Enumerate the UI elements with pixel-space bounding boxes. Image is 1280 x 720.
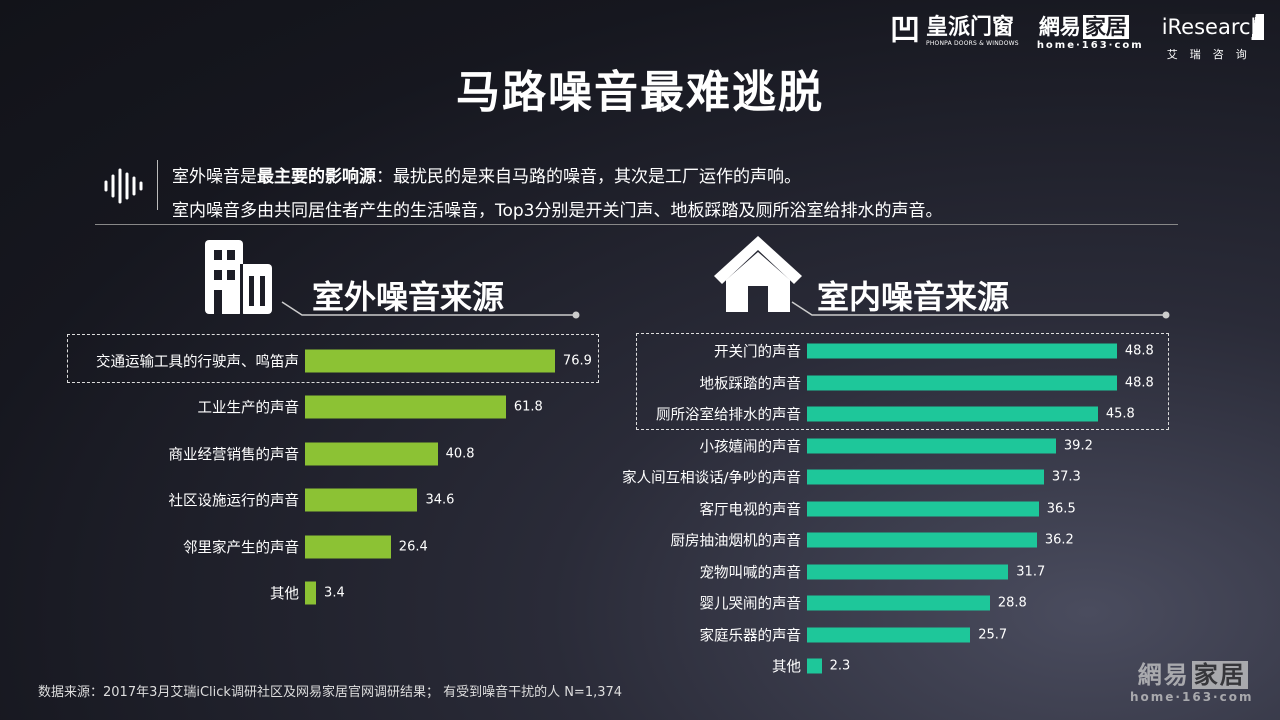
intro-line1-a: 室外噪音是 bbox=[172, 167, 257, 187]
bar-label: 其他 bbox=[772, 659, 801, 676]
bar bbox=[305, 488, 418, 512]
outdoor-highlight-box bbox=[67, 334, 599, 383]
watermark: 網易 家居 home·163·com bbox=[1130, 655, 1253, 704]
bar bbox=[807, 627, 971, 642]
logos: 凹 皇派门窗 PHONPA DOORS & WINDOWS 網易 家居 home·1… bbox=[890, 14, 1264, 62]
divider bbox=[157, 160, 158, 210]
bar-value: 34.6 bbox=[425, 492, 455, 508]
bar bbox=[807, 469, 1044, 485]
iresearch-logo: iResearch 艾瑞咨询 bbox=[1161, 14, 1264, 62]
bar-label: 家庭乐器的声音 bbox=[699, 628, 802, 644]
watermark-en: home·163·com bbox=[1130, 690, 1254, 704]
bar-value: 61.8 bbox=[513, 399, 543, 415]
house-icon bbox=[714, 236, 802, 312]
bar-value: 25.7 bbox=[978, 627, 1008, 642]
bar-value: 36.2 bbox=[1044, 532, 1074, 548]
intro-line2: 室内噪音多由共同居住者产生的生活噪音，Top3分别是开关门声、地板踩踏及厕所浴室… bbox=[172, 201, 943, 221]
watermark-cn-b: 家居 bbox=[1191, 661, 1248, 689]
bar-value: 2.3 bbox=[829, 658, 851, 674]
bar-label: 其他 bbox=[270, 586, 299, 603]
source-note: 数据来源：2017年3月艾瑞iClick调研社区及网易家居官网调研结果； 有受到… bbox=[38, 685, 623, 700]
netease-cn-b: 家居 bbox=[1082, 15, 1129, 39]
bar bbox=[807, 658, 822, 674]
bar-label: 家人间互相谈话/争吵的声音 bbox=[622, 470, 801, 487]
bar-value: 48.8 bbox=[1124, 375, 1154, 390]
bar-label: 工业生产的声音 bbox=[197, 400, 300, 417]
bar-label: 交通运输工具的行驶声、鸣笛声 bbox=[96, 354, 299, 371]
bar-label: 地板踩踏的声音 bbox=[699, 376, 802, 392]
building-icon bbox=[205, 240, 272, 314]
indoor-section-title: 室内噪音来源 bbox=[817, 278, 1010, 316]
bar-label: 小孩嬉闹的声音 bbox=[699, 439, 802, 455]
bar-label: 厨房抽油烟机的声音 bbox=[670, 533, 802, 550]
bar bbox=[807, 375, 1117, 390]
bar-label: 婴儿哭闹的声音 bbox=[699, 596, 802, 613]
phonpa-logo: 凹 皇派门窗 PHONPA DOORS & WINDOWS bbox=[890, 14, 1019, 48]
bar bbox=[305, 349, 555, 373]
phonpa-en: PHONPA DOORS & WINDOWS bbox=[926, 39, 1019, 47]
outdoor-section-title: 室外噪音来源 bbox=[312, 278, 505, 316]
indoor-title-underline bbox=[791, 301, 1170, 319]
bar-value: 45.8 bbox=[1105, 406, 1135, 422]
bar-label: 邻里家产生的声音 bbox=[183, 540, 299, 557]
bar-label: 社区设施运行的声音 bbox=[168, 493, 300, 510]
bar-value: 76.9 bbox=[562, 353, 592, 369]
bar-value: 3.4 bbox=[324, 585, 345, 601]
bar bbox=[807, 564, 1009, 579]
bar bbox=[305, 395, 506, 419]
iresearch-en: iResearch bbox=[1161, 14, 1264, 40]
bar-value: 48.8 bbox=[1124, 343, 1154, 359]
intro-line1-bold: 最主要的影响源 bbox=[257, 167, 376, 187]
bar-label: 宠物叫喊的声音 bbox=[699, 565, 802, 581]
outdoor-title-underline bbox=[281, 301, 580, 319]
page-title: 马路噪音最难逃脱 bbox=[456, 67, 824, 118]
bar-label: 客厅电视的声音 bbox=[699, 502, 802, 518]
bar bbox=[305, 581, 317, 605]
bar bbox=[807, 343, 1117, 359]
bar-value: 40.8 bbox=[445, 446, 475, 462]
bar-label: 厕所浴室给排水的声音 bbox=[656, 407, 801, 424]
netease-en: home·163·com bbox=[1036, 40, 1144, 51]
iresearch-cn: 艾瑞咨询 bbox=[1166, 48, 1259, 61]
bar-value: 31.7 bbox=[1016, 564, 1046, 579]
phonpa-mark: 凹 bbox=[890, 13, 920, 48]
bar bbox=[807, 595, 990, 611]
bar-value: 36.5 bbox=[1046, 501, 1076, 516]
separator bbox=[95, 224, 1178, 225]
bar bbox=[807, 501, 1039, 516]
bar bbox=[807, 438, 1056, 453]
phonpa-cn: 皇派门窗 bbox=[926, 14, 1015, 40]
watermark-cn-a: 網易 bbox=[1137, 661, 1190, 689]
bar-label: 开关门的声音 bbox=[714, 344, 801, 361]
bar bbox=[305, 535, 391, 559]
bar-label: 商业经营销售的声音 bbox=[168, 447, 300, 464]
netease-cn-a: 網易 bbox=[1038, 15, 1081, 39]
bar-value: 28.8 bbox=[997, 595, 1027, 611]
sound-wave-icon bbox=[104, 168, 143, 204]
bar-value: 39.2 bbox=[1063, 438, 1093, 453]
bar-value: 26.4 bbox=[398, 539, 428, 555]
netease-home-logo: 網易 家居 home·163·com bbox=[1037, 14, 1144, 51]
intro-text: 室外噪音是最主要的影响源：最扰民的是来自马路的噪音，其次是工厂运作的声响。 室内… bbox=[172, 160, 943, 228]
bar-value: 37.3 bbox=[1051, 469, 1081, 485]
indoor-highlight-box bbox=[636, 333, 1169, 430]
bar bbox=[807, 532, 1037, 548]
bar bbox=[807, 406, 1098, 422]
intro-line1-b: ：最扰民的是来自马路的噪音，其次是工厂运作的声响。 bbox=[376, 167, 801, 187]
bar bbox=[305, 442, 438, 466]
